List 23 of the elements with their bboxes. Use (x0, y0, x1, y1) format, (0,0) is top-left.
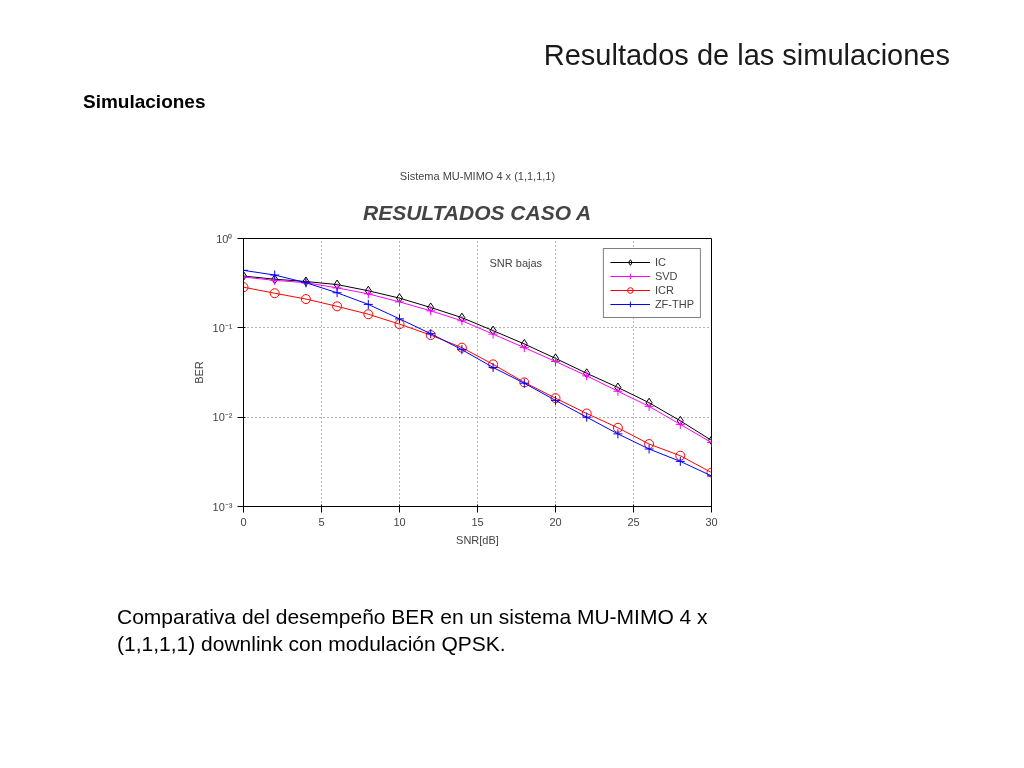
x-tick-label: 0 (240, 515, 247, 528)
y-tick-label: 10⁰ (216, 232, 233, 245)
y-tick-label: 10⁻² (212, 411, 233, 424)
legend-label: IC (654, 255, 667, 269)
x-tick-label: 5 (318, 515, 325, 528)
y-tick-label: 10⁻¹ (212, 321, 233, 334)
legend-label: ZF-THP (654, 297, 694, 311)
annotation: SNR bajas (489, 256, 543, 269)
text: Simulaciones (83, 90, 206, 114)
x-tick-label: 25 (627, 515, 640, 528)
text: Resultados de las simulaciones (543, 38, 950, 73)
chart-subtitle: RESULTADOS CASO A (362, 200, 592, 224)
x-tick-label: 10 (393, 515, 406, 528)
x-axis-title: SNR[dB] (456, 533, 499, 546)
x-tick-label: 30 (705, 515, 718, 528)
y-tick-label: 10⁻³ (212, 500, 233, 513)
text: Comparativa del desempeño BER en un sistema MU-MIMO 4 x (1,1,1,1) downlink con modulación QPSK. (117, 604, 709, 658)
chart-title: Sistema MU-MIMO 4 x (1,1,1,1) (399, 169, 556, 182)
legend-label: ICR (654, 283, 675, 297)
x-tick-label: 15 (471, 515, 484, 528)
y-axis-title: BER (192, 361, 205, 384)
x-tick-label: 20 (549, 515, 562, 528)
legend-label: SVD (654, 269, 678, 283)
